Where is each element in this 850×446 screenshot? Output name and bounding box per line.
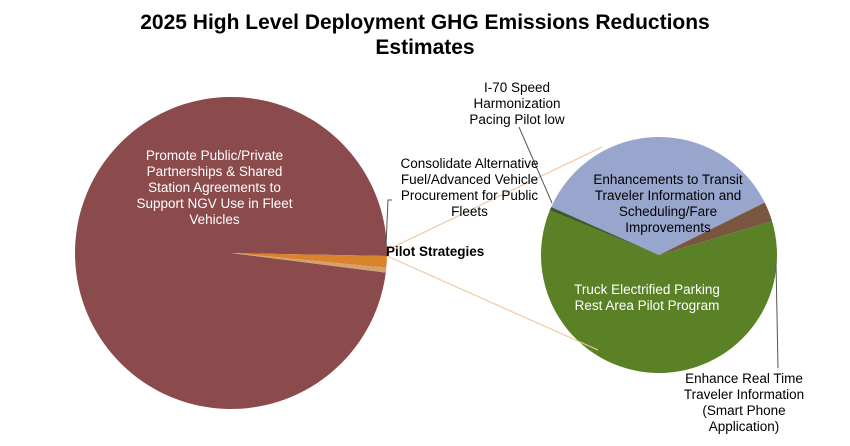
- chart-title-line-2: Estimates: [375, 36, 475, 59]
- main-slice-3: [231, 253, 387, 273]
- main-slice-2: [231, 253, 387, 268]
- label-truck-electrified: Truck Electrified Parking Rest Area Pilo…: [574, 282, 720, 313]
- secondary-slice-4: [549, 207, 659, 255]
- secondary-slice-3: [541, 210, 777, 373]
- main-slice-1: [75, 96, 388, 409]
- label-promote-partnerships: Promote Public/Private Partnerships & Sh…: [136, 148, 293, 227]
- label-i70-speed: I-70 Speed Harmonization Pacing Pilot lo…: [469, 80, 565, 127]
- secondary-pie: [541, 137, 777, 373]
- connector-line-bottom: [386, 255, 599, 351]
- label-pilot-strategies: Pilot Strategies: [386, 244, 485, 259]
- label-realtime-traveler: Enhance Real Time Traveler Information (…: [683, 371, 805, 434]
- leader-line-realtime: [775, 261, 779, 369]
- chart-title-line-1: 2025 High Level Deployment GHG Emissions…: [140, 11, 710, 34]
- secondary-slice-2: [659, 202, 773, 255]
- secondary-slice-1: [551, 137, 765, 255]
- leader-line-i70: [518, 126, 553, 204]
- leader-line-consolidate: [385, 199, 392, 247]
- label-consolidate-procurement: Consolidate Alternative Fuel/Advanced Ve…: [400, 156, 539, 219]
- main-pie: [75, 96, 388, 409]
- connector-line-top: [386, 146, 603, 251]
- label-transit-enhancements: Enhancements to Transit Traveler Informa…: [593, 172, 743, 235]
